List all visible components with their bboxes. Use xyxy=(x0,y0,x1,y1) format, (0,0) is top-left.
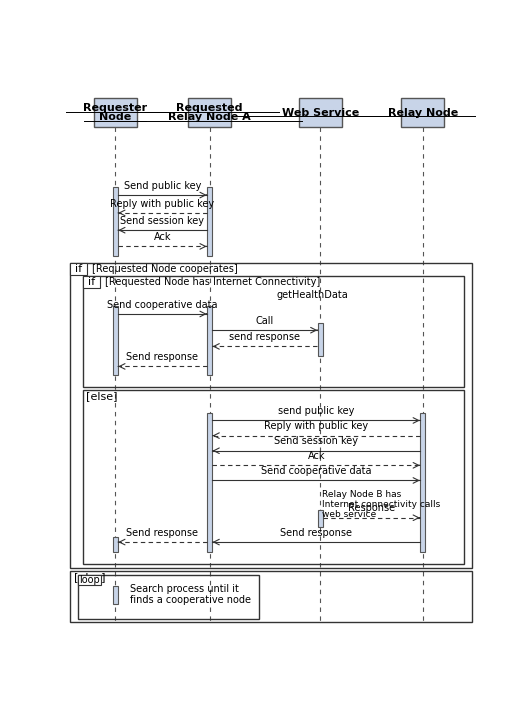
Bar xyxy=(70,263,472,568)
Bar xyxy=(113,586,118,604)
Text: send response: send response xyxy=(230,332,300,342)
Bar xyxy=(78,575,259,619)
Text: Send session key: Send session key xyxy=(274,437,358,446)
Text: Web Service: Web Service xyxy=(281,107,359,118)
Bar xyxy=(207,187,212,256)
Text: Send session key: Send session key xyxy=(121,216,205,226)
Bar xyxy=(188,98,231,128)
Text: [else]: [else] xyxy=(74,572,105,583)
Bar xyxy=(70,571,472,622)
Bar xyxy=(207,413,212,552)
Text: Node: Node xyxy=(99,112,131,122)
Text: Relay Node A: Relay Node A xyxy=(168,112,251,122)
Text: Requester: Requester xyxy=(83,103,148,113)
Bar xyxy=(317,323,323,356)
Text: Ack: Ack xyxy=(307,451,325,461)
Text: if: if xyxy=(75,263,83,274)
Bar xyxy=(113,187,118,256)
Text: Send public key: Send public key xyxy=(124,180,201,191)
Text: Search process until it
finds a cooperative node: Search process until it finds a cooperat… xyxy=(130,583,251,605)
Text: Send response: Send response xyxy=(280,528,352,538)
Bar xyxy=(70,263,87,274)
Text: Reply with public key: Reply with public key xyxy=(264,421,368,431)
Text: Send cooperative data: Send cooperative data xyxy=(261,466,371,476)
Text: loop: loop xyxy=(79,575,100,585)
Text: send public key: send public key xyxy=(278,406,354,416)
Bar xyxy=(113,536,118,552)
Text: Relay Node B has
Internet connectivity calls
web service: Relay Node B has Internet connectivity c… xyxy=(322,490,441,519)
Text: [Requested Node cooperates]: [Requested Node cooperates] xyxy=(93,263,238,274)
Text: Send cooperative data: Send cooperative data xyxy=(107,300,218,310)
Bar xyxy=(402,98,444,128)
Bar xyxy=(83,390,464,564)
Text: if: if xyxy=(88,277,95,287)
Text: Reply with public key: Reply with public key xyxy=(111,199,215,208)
Text: [else]: [else] xyxy=(86,391,117,402)
Text: Relay Node: Relay Node xyxy=(388,107,458,118)
Bar xyxy=(113,306,118,375)
Bar xyxy=(83,276,100,288)
Text: Ack: Ack xyxy=(154,232,171,242)
Text: Call: Call xyxy=(256,316,274,326)
Text: Requested: Requested xyxy=(176,103,243,113)
Text: getHealthData: getHealthData xyxy=(276,290,348,300)
Text: Response: Response xyxy=(348,503,395,513)
Text: Send response: Send response xyxy=(126,528,198,538)
Text: Send response: Send response xyxy=(126,352,198,362)
Bar xyxy=(299,98,342,128)
Text: [Requested Node has Internet Connectivity]: [Requested Node has Internet Connectivit… xyxy=(105,277,320,287)
Bar xyxy=(420,413,425,552)
Bar xyxy=(83,276,464,387)
Bar xyxy=(317,510,323,527)
Bar xyxy=(207,306,212,375)
Bar xyxy=(94,98,137,128)
Bar xyxy=(78,575,101,585)
